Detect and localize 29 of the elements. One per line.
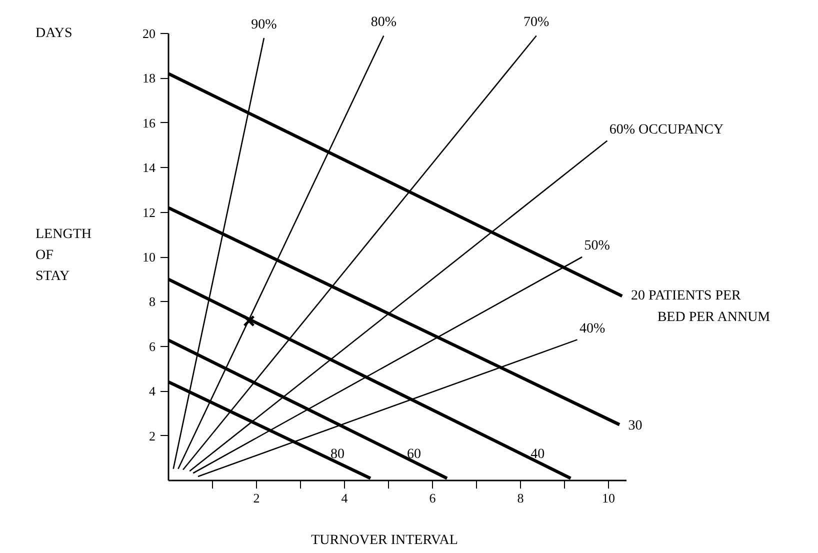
y-tick-label: 6	[149, 338, 156, 354]
y-tick-label: 8	[149, 294, 156, 310]
series-label: 70%	[524, 15, 550, 30]
series-label: 20 PATIENTS PER BED PER ANNUM	[630, 288, 771, 325]
x-axis-title: TURNOVER INTERVAL	[311, 533, 458, 548]
text: DAYS	[36, 26, 72, 41]
series-label: 60% OCCUPANCY	[609, 122, 724, 138]
series-label: 80%	[370, 15, 397, 30]
y-tick-label: 18	[142, 70, 156, 86]
y-tick-label: 14	[142, 160, 156, 176]
y-tick-label: 10	[142, 250, 156, 264]
x-tick-label: 8	[517, 490, 524, 506]
series-label: 40%	[579, 321, 606, 336]
series-label: 90%	[251, 17, 278, 32]
x-tick-label: 6	[429, 490, 436, 506]
x-tick-label: 10	[602, 490, 615, 506]
y-tick-label: 16	[142, 115, 156, 130]
y-tick-label: 12	[142, 204, 156, 220]
x-tick-label: 4	[341, 490, 348, 506]
y-axis-title: LENGTH OF STAY	[36, 227, 92, 284]
y-tick-label: 4	[149, 384, 156, 399]
series-label: 40	[530, 447, 545, 462]
y-tick-label: 2	[149, 428, 156, 444]
series-label: 50%	[584, 238, 610, 254]
series-label: 60	[407, 447, 422, 462]
x-tick-label: 2	[253, 490, 260, 506]
series-label: 80	[330, 447, 344, 462]
y-tick-label: 20	[142, 26, 156, 41]
series-label: 30	[628, 418, 642, 434]
